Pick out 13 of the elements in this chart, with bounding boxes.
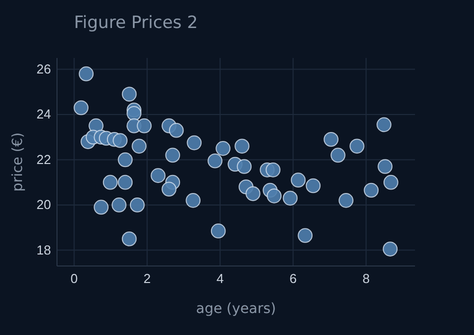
x-tick-label: 2 — [144, 271, 151, 286]
y-tick-label: 24 — [36, 106, 51, 122]
x-axis-title: age (years) — [196, 301, 276, 317]
x-tick-label: 4 — [216, 271, 224, 286]
y-tick-label: 22 — [36, 152, 51, 167]
y-tick-label: 18 — [36, 242, 51, 258]
y-tick-label: 26 — [36, 61, 51, 76]
y-axis-title: price (€) — [10, 132, 26, 192]
x-tick-label: 6 — [289, 271, 297, 286]
x-tick-label: 0 — [70, 271, 78, 286]
y-tick-label: 20 — [36, 197, 51, 212]
chart-title: Figure Prices 2 — [74, 13, 198, 33]
x-tick-label: 8 — [362, 271, 370, 286]
